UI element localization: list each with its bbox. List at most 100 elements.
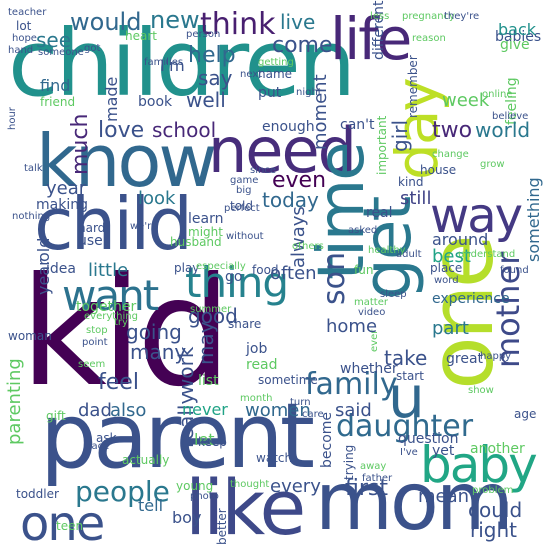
word-grow: without xyxy=(226,231,264,242)
word-photo: thought xyxy=(230,479,270,490)
word-yet: I've xyxy=(400,447,418,458)
word-important: important xyxy=(375,115,389,175)
word-best: best xyxy=(432,246,471,267)
word-become: watch xyxy=(256,451,293,465)
word-little: little xyxy=(88,260,129,281)
word-hour: next xyxy=(240,69,263,80)
word-adult: others xyxy=(292,241,324,252)
word-father: yet xyxy=(432,443,455,459)
word-together: everything xyxy=(84,311,138,322)
word-let: let xyxy=(194,430,215,449)
word-always: always xyxy=(288,206,309,268)
word-think: think xyxy=(200,7,276,42)
word-need: need xyxy=(208,114,357,187)
word-book: book xyxy=(138,94,173,110)
word-night: night xyxy=(296,87,322,98)
word-moment: moment xyxy=(310,74,331,150)
word-thing: thing xyxy=(185,258,289,307)
word-could: could xyxy=(468,498,523,522)
word-right: right xyxy=(470,518,517,542)
word-next: reason xyxy=(412,33,446,44)
word-getting: getting xyxy=(258,57,294,68)
word-game: change xyxy=(432,149,469,160)
word-never: never xyxy=(182,400,228,419)
word-two: two xyxy=(432,118,473,143)
word-take: take xyxy=(384,346,428,370)
word-family: family xyxy=(305,367,398,402)
word-cant: told xyxy=(230,199,253,213)
word-everyone: someone xyxy=(38,47,84,58)
word-understand: hour xyxy=(7,107,18,130)
word-different: enough xyxy=(262,119,315,135)
word-part: part xyxy=(432,318,469,339)
word-girl: girl xyxy=(388,119,412,152)
word-list: sometime xyxy=(258,373,318,387)
word-face: toddler xyxy=(16,487,59,501)
word-today: today xyxy=(262,188,319,212)
word-watch: keep xyxy=(198,435,227,449)
word-asked: found xyxy=(500,265,529,276)
word-way: way xyxy=(430,188,523,244)
word-every: every xyxy=(270,476,321,497)
word-actually: face xyxy=(88,441,110,452)
word-happy: show xyxy=(468,385,494,396)
word-babies: babies xyxy=(495,29,542,45)
word-everything: summer xyxy=(190,304,232,315)
word-look: look xyxy=(138,188,176,209)
word-dad: dad xyxy=(78,400,112,421)
word-people: people xyxy=(75,475,170,508)
word-daughter: daughter xyxy=(336,409,474,444)
word-thought: better xyxy=(215,508,229,545)
word-question: trying xyxy=(342,444,356,480)
word-seem: try xyxy=(114,317,128,328)
word-school: school xyxy=(152,118,217,142)
word-live: live xyxy=(280,10,316,34)
word-enough: can't xyxy=(340,117,375,133)
word-hope: hope xyxy=(12,33,37,44)
word-woman: point xyxy=(82,337,108,348)
word-believe: since xyxy=(250,165,276,176)
word-use: idea xyxy=(46,261,76,277)
word-husband: making xyxy=(36,197,88,213)
word-u: u xyxy=(388,363,425,431)
word-make: one xyxy=(20,496,105,552)
word-summer: share xyxy=(228,317,262,331)
word-three: different xyxy=(371,0,387,60)
word-fun: place xyxy=(430,261,463,275)
word-son: son xyxy=(317,252,352,305)
word-gift: woman xyxy=(8,329,52,343)
word-share: job xyxy=(246,341,268,357)
word-might: husband xyxy=(170,235,222,249)
word-parenting: parenting xyxy=(4,358,25,445)
word-eye: families xyxy=(144,57,184,68)
word-made: made xyxy=(102,76,121,122)
word-ever: sleep xyxy=(380,289,407,300)
word-old: old xyxy=(34,237,53,262)
word-start: great xyxy=(446,351,484,367)
word-hard: use xyxy=(78,233,103,249)
word-house: we're xyxy=(130,221,158,232)
word-remember: remember xyxy=(406,55,420,118)
word-word: together xyxy=(76,299,137,315)
word-whether: whether xyxy=(340,361,398,377)
word-keep: young xyxy=(176,479,214,493)
word-someone: pregnancy xyxy=(402,11,455,22)
word-home: home xyxy=(326,316,378,337)
word-healthy: especially xyxy=(196,261,246,272)
word-less: online xyxy=(482,89,513,100)
word-show: age xyxy=(514,407,537,421)
word-sometime: start xyxy=(396,369,424,383)
word-name: name xyxy=(258,67,293,81)
word-person: person xyxy=(186,29,221,40)
word-see: see xyxy=(36,28,72,52)
word-talk: kind xyxy=(398,175,424,189)
word-world: world xyxy=(475,118,531,142)
word-learn: might xyxy=(188,225,223,239)
word-big: house xyxy=(420,163,457,177)
word-ive: another xyxy=(470,441,525,457)
word-said: said xyxy=(335,400,372,421)
word-parent: parent xyxy=(40,384,315,489)
word-heart: heart xyxy=(125,29,157,43)
word-child: child xyxy=(34,182,193,266)
word-many: many xyxy=(130,340,187,364)
